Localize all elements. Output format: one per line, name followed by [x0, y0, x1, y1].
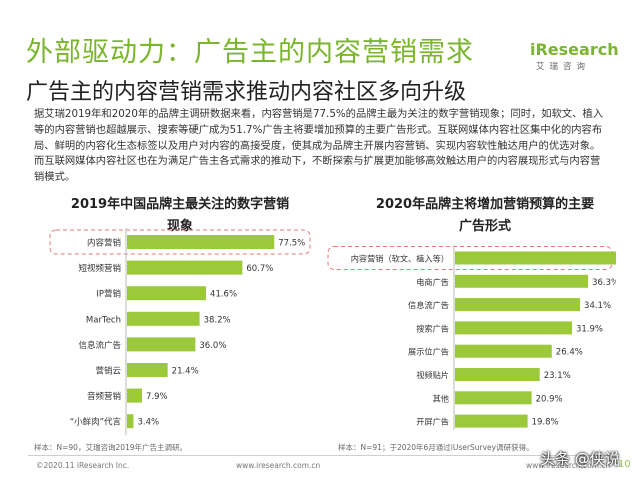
bar	[127, 235, 275, 249]
highlight-box	[49, 229, 311, 255]
category-label: 内容营销	[87, 238, 122, 249]
left-chart-title-line1: 2019年中国品牌主最关注的数字营销	[70, 197, 290, 212]
data-label: 20.9%	[536, 394, 563, 404]
data-label: 26.4%	[556, 348, 583, 358]
data-label: 77.5%	[278, 239, 305, 249]
category-label: 内容营销（软文、植入等）	[351, 254, 449, 264]
data-label: 31.9%	[576, 324, 603, 334]
bar	[127, 337, 196, 352]
data-label: 21.4%	[172, 367, 199, 377]
bar	[455, 274, 589, 288]
bar	[127, 363, 168, 377]
watermark: 头条 @侠说	[540, 450, 620, 468]
bar	[455, 251, 616, 265]
footer-website[interactable]: www.iresearch.com.cn	[236, 461, 321, 470]
data-label: 36.0%	[199, 341, 226, 351]
data-label: 23.1%	[544, 371, 571, 381]
left-chart-title: 2019年中国品牌主最关注的数字营销 现象	[60, 194, 300, 238]
category-label: 短视频营销	[78, 263, 121, 274]
bar	[127, 286, 207, 301]
category-label: 开屏广告	[416, 417, 449, 427]
left-chart-title-line2: 现象	[166, 219, 193, 234]
right-chart-title-line1: 2020年品牌主将增加营销预算的主要	[375, 197, 595, 212]
right-chart-title: 2020年品牌主将增加营销预算的主要 广告形式	[355, 194, 615, 238]
category-label: 电商广告	[416, 277, 449, 287]
data-label: 38.2%	[204, 315, 231, 325]
right-chart-title-line2: 广告形式	[458, 219, 511, 234]
bar	[455, 321, 572, 335]
category-label: 信息流广告	[408, 300, 449, 310]
data-label: 60.7%	[246, 264, 273, 274]
data-label: 36.3%	[592, 278, 616, 288]
bar	[127, 260, 243, 275]
bar	[127, 311, 200, 326]
data-label: 19.8%	[532, 418, 559, 428]
category-label: IP营销	[96, 289, 121, 300]
left-chart-source: 样本：N=90，艾瑞咨询2019年广告主调研。	[34, 443, 188, 452]
logo-brand-i: i	[530, 40, 536, 59]
category-label: 营销云	[95, 366, 121, 377]
iresearch-logo: iResearch 艾瑞咨询	[530, 40, 619, 74]
bar	[455, 368, 540, 381]
data-label: 7.9%	[146, 392, 168, 402]
data-label: 3.4%	[137, 418, 159, 428]
description-paragraph: 据艾瑞2019年和2020年的品牌主调研数据来看，内容营销是77.5%的品牌主最…	[34, 108, 604, 184]
logo-tagline: 艾瑞咨询	[536, 62, 591, 72]
data-label: 41.6%	[210, 290, 237, 300]
category-label: 视频贴片	[416, 370, 449, 380]
page-subtitle: 广告主的内容营销需求推动内容社区多向升级	[26, 80, 467, 105]
bar	[455, 344, 552, 358]
page-title: 外部驱动力：广告主的内容营销需求	[26, 37, 474, 68]
bar	[455, 391, 532, 405]
category-label: “小鲜肉”代言	[70, 417, 122, 428]
category-label: 其他	[433, 393, 449, 403]
data-label: 34.1%	[584, 301, 611, 311]
category-label: 展示位广告	[408, 347, 449, 357]
highlight-box	[327, 246, 613, 270]
category-label: MarTech	[86, 315, 121, 325]
footer-divider	[28, 455, 612, 456]
bar	[127, 388, 143, 403]
logo-brand-rest: Research	[535, 40, 619, 59]
right-bar-chart: 内容营销（软文、植入等）51.7%电商广告36.3%信息流广告34.1%搜索广告…	[327, 245, 616, 430]
category-label: 信息流广告	[78, 340, 121, 351]
right-chart-source: 样本：N=91；于2020年6月通过iUserSurvey调研获得。	[338, 443, 534, 452]
footer-copyright: ©2020.11 iResearch Inc.	[36, 461, 130, 470]
category-label: 搜索广告	[416, 323, 449, 333]
page-number: 10	[618, 459, 631, 470]
footer-website-right[interactable]: www.iresearch.com.cn	[526, 461, 611, 470]
bar	[127, 414, 134, 429]
bar	[455, 414, 528, 428]
category-label: 音频营销	[87, 391, 122, 402]
bar	[455, 298, 581, 312]
left-bar-chart: 内容营销 77.5% 短视频营销 60.7% IP营销 41.6% MarTech 38.2%…	[49, 228, 311, 436]
